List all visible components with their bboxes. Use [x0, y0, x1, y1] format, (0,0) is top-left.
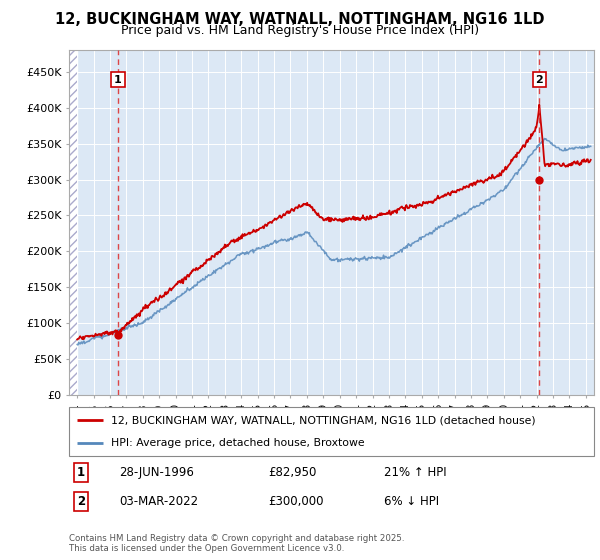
Text: 12, BUCKINGHAM WAY, WATNALL, NOTTINGHAM, NG16 1LD: 12, BUCKINGHAM WAY, WATNALL, NOTTINGHAM,…: [55, 12, 545, 27]
Text: 21% ↑ HPI: 21% ↑ HPI: [384, 465, 446, 479]
Text: 03-MAR-2022: 03-MAR-2022: [119, 494, 198, 507]
Text: 2: 2: [77, 494, 85, 507]
Bar: [69, 50, 77, 395]
Text: HPI: Average price, detached house, Broxtowe: HPI: Average price, detached house, Brox…: [111, 438, 365, 448]
Text: 28-JUN-1996: 28-JUN-1996: [119, 465, 194, 479]
Text: Price paid vs. HM Land Registry's House Price Index (HPI): Price paid vs. HM Land Registry's House …: [121, 24, 479, 37]
Text: 6% ↓ HPI: 6% ↓ HPI: [384, 494, 439, 507]
Bar: [69, 50, 77, 395]
Text: £82,950: £82,950: [269, 465, 317, 479]
Text: 12, BUCKINGHAM WAY, WATNALL, NOTTINGHAM, NG16 1LD (detached house): 12, BUCKINGHAM WAY, WATNALL, NOTTINGHAM,…: [111, 416, 536, 426]
Text: £300,000: £300,000: [269, 494, 324, 507]
Text: 1: 1: [114, 74, 122, 85]
Text: Contains HM Land Registry data © Crown copyright and database right 2025.
This d: Contains HM Land Registry data © Crown c…: [69, 534, 404, 553]
FancyBboxPatch shape: [69, 407, 594, 456]
Text: 2: 2: [535, 74, 543, 85]
Text: 1: 1: [77, 465, 85, 479]
